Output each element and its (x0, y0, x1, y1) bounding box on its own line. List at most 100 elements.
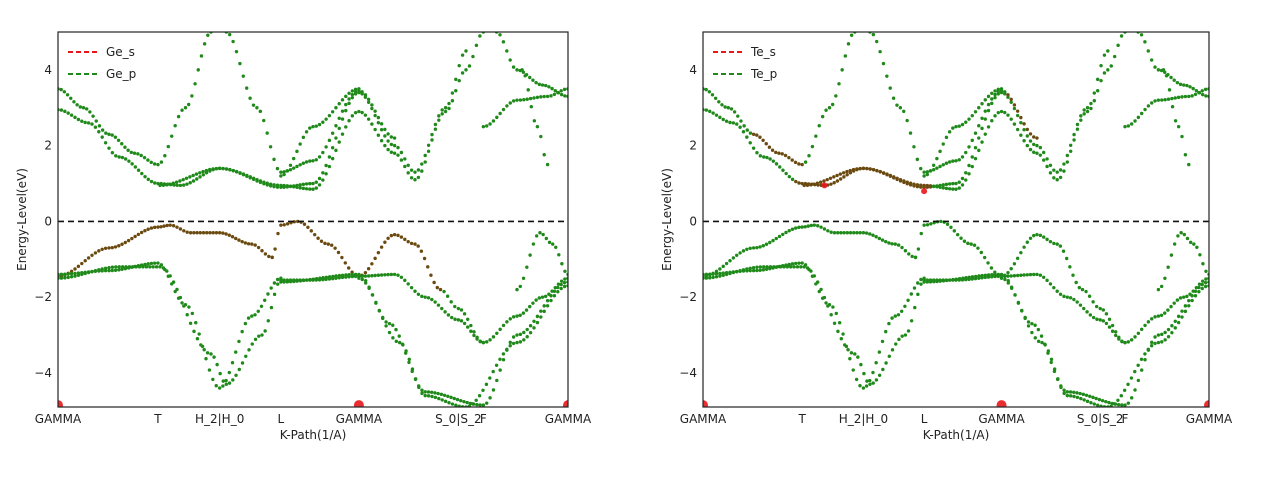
band-point (720, 103, 724, 107)
band-point (522, 98, 526, 102)
band-point (1116, 43, 1120, 48)
band-point (951, 187, 955, 191)
band-point (755, 265, 759, 269)
band-point (1042, 235, 1046, 239)
band-point (317, 183, 322, 187)
x-tick-label: F (1122, 412, 1129, 426)
band-point (1052, 168, 1056, 172)
band-point (224, 167, 229, 171)
band-point (721, 273, 725, 277)
band-point (331, 274, 335, 279)
band-point (1116, 402, 1121, 407)
band-point (903, 249, 908, 253)
band-series (922, 87, 1004, 178)
band-point (925, 223, 930, 227)
band-point (1016, 300, 1021, 305)
band-point (875, 169, 879, 173)
band-point (475, 402, 479, 407)
band-point (1095, 317, 1099, 321)
band-point (745, 267, 749, 271)
band-point (800, 225, 804, 229)
band-point (1133, 369, 1137, 374)
y-tick-label: 4 (689, 63, 697, 77)
band-point (954, 187, 958, 191)
band-point (1098, 306, 1102, 311)
band-point (1180, 309, 1184, 313)
band-point (1015, 256, 1020, 261)
band-point (1046, 349, 1051, 353)
band-point (83, 258, 87, 263)
band-point (868, 232, 872, 236)
band-point (488, 338, 492, 342)
band-point (347, 97, 351, 101)
band-point (505, 320, 509, 324)
band-point (76, 264, 81, 269)
band-point (152, 225, 157, 230)
band-point (248, 96, 252, 100)
band-point (951, 159, 955, 163)
band-point (146, 227, 150, 231)
band-point (809, 269, 813, 273)
band-point (1166, 334, 1171, 339)
band-point (180, 108, 184, 112)
band-point (538, 231, 542, 235)
band-point (824, 108, 828, 112)
band-point (100, 135, 104, 139)
band-point (137, 265, 142, 269)
band-point (845, 173, 849, 177)
band-point (436, 391, 440, 396)
band-point (793, 261, 798, 266)
band-point (518, 313, 522, 317)
band-point (973, 146, 978, 150)
band-point (508, 58, 512, 62)
band-point (1099, 63, 1103, 68)
band-point (90, 253, 94, 257)
band-point (1146, 347, 1150, 352)
band-point (107, 246, 111, 250)
band-point (420, 294, 424, 299)
band-point (97, 124, 102, 128)
band-point (440, 306, 444, 311)
band-point (1159, 313, 1164, 317)
band-point (268, 145, 273, 149)
band-point (437, 118, 441, 122)
band-point (1038, 153, 1043, 157)
band-point (941, 279, 946, 283)
band-point (977, 106, 981, 110)
band-point (440, 112, 444, 116)
band-point (1180, 95, 1184, 99)
band-point (964, 171, 968, 175)
band-point (1101, 308, 1106, 312)
band-point (785, 265, 790, 269)
band-point (898, 106, 903, 110)
band-point (107, 146, 111, 150)
band-point (891, 96, 896, 100)
band-point (922, 185, 926, 190)
band-point (896, 313, 901, 317)
band-point (758, 268, 762, 272)
band-series (999, 276, 1209, 407)
band-point (713, 96, 718, 100)
band-point (69, 113, 74, 117)
x-tick-label: GAMMA (336, 412, 383, 426)
band-point (1025, 127, 1029, 132)
band-point (455, 397, 460, 402)
band-point (755, 268, 759, 273)
band-point (849, 33, 854, 37)
band-point (524, 308, 529, 312)
band-point (360, 90, 364, 94)
band-point (165, 223, 169, 228)
band-point (559, 282, 563, 287)
band-point (426, 143, 431, 147)
band-point (1191, 86, 1195, 91)
band-point (515, 98, 519, 102)
band-point (347, 119, 351, 123)
band-point (353, 90, 358, 94)
band-point (861, 386, 866, 390)
band-point (841, 171, 846, 175)
y-tick-label: −2 (34, 290, 52, 304)
band-point (528, 324, 533, 328)
band-point (768, 265, 773, 269)
band-point (1170, 324, 1174, 328)
band-point (1015, 273, 1020, 278)
